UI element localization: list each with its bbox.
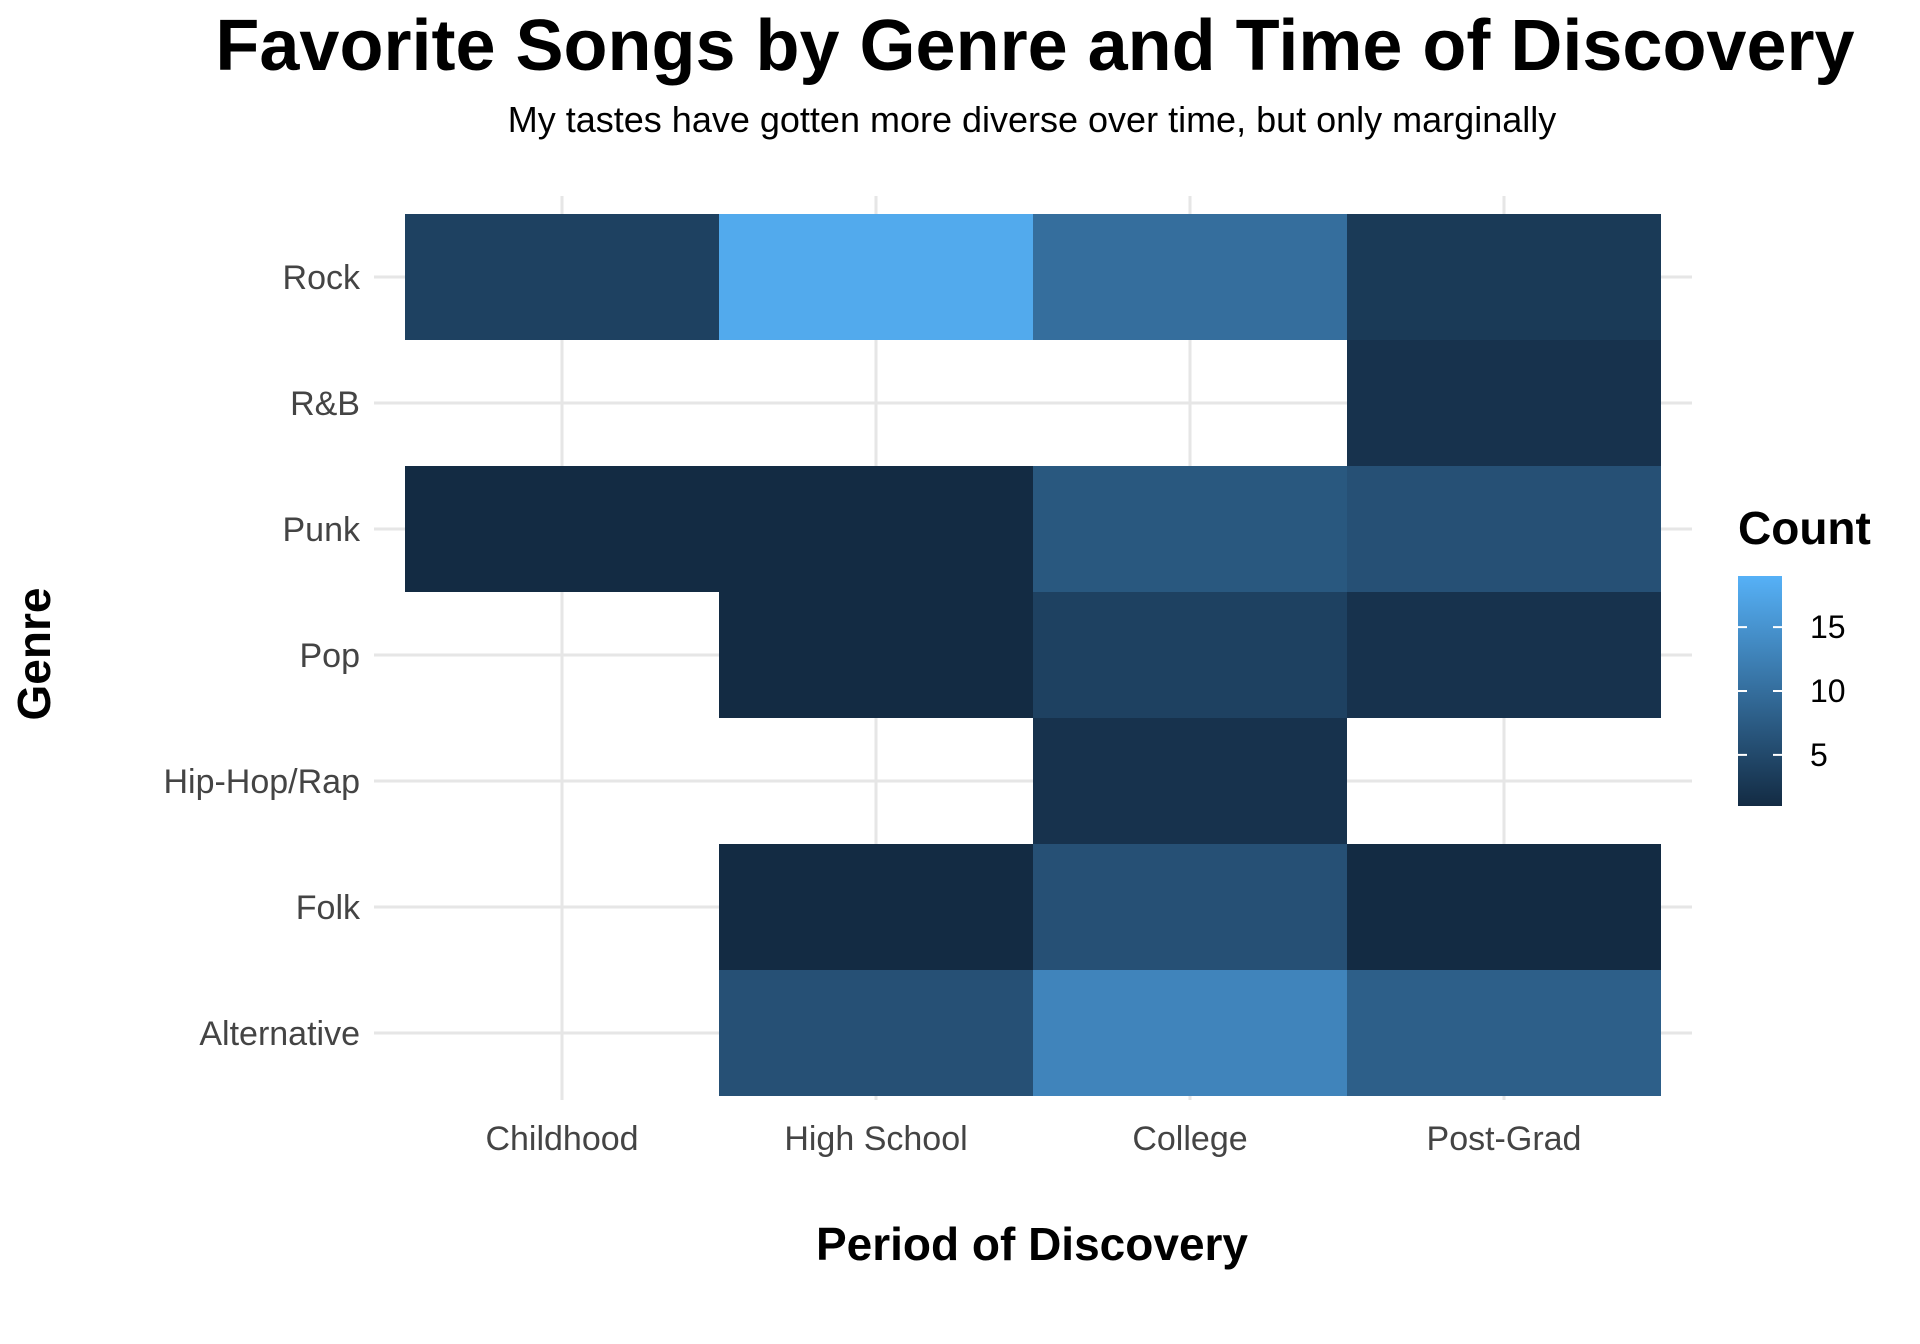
legend-tick-label: 10 [1810,673,1846,709]
heatmap-cell [1033,592,1347,718]
heatmap-cell [1033,214,1347,340]
y-tick-label: R&B [290,385,360,423]
chart-title: Favorite Songs by Genre and Time of Disc… [215,6,1854,86]
legend-tick-label: 5 [1810,737,1828,773]
heatmap-cell [1033,718,1347,844]
heatmap-cell [719,214,1033,340]
heatmap-cell [405,214,719,340]
heatmap-cell [719,466,1033,592]
x-tick-label: Childhood [485,1120,638,1158]
x-axis-ticks: Childhood High School College Post-Grad [485,1120,1581,1158]
heatmap-cell [1347,844,1661,970]
heatmap-cell [1347,466,1661,592]
color-legend: Count 5 10 15 [1738,502,1871,806]
y-tick-label: Alternative [199,1015,360,1053]
legend-ticks: 5 10 15 [1738,609,1846,773]
x-tick-label: College [1132,1120,1247,1158]
legend-tick-label: 15 [1810,609,1846,645]
legend-title: Count [1738,502,1871,554]
y-axis-ticks: Alternative Folk Hip-Hop/Rap Pop Punk R&B Rock [163,259,361,1053]
x-tick-label: Post-Grad [1427,1120,1582,1158]
y-tick-label: Rock [283,259,361,297]
heatmap-cell [1347,214,1661,340]
y-axis-title: Genre [8,588,60,721]
heatmap-cell [719,970,1033,1096]
y-tick-label: Pop [300,637,361,675]
x-tick-label: High School [784,1120,967,1158]
heatmap-cell [719,592,1033,718]
heatmap-cell [1347,970,1661,1096]
heatmap-cell [719,844,1033,970]
heatmap-cells [405,214,1661,1096]
y-tick-label: Folk [296,889,361,927]
y-tick-label: Hip-Hop/Rap [163,763,360,801]
heatmap-cell [1347,340,1661,466]
x-axis-title: Period of Discovery [816,1218,1248,1270]
chart-subtitle: My tastes have gotten more diverse over … [508,99,1556,140]
heatmap-cell [405,466,719,592]
heatmap-cell [1347,592,1661,718]
heatmap-cell [1033,970,1347,1096]
heatmap-cell [1033,844,1347,970]
heatmap-cell [1033,466,1347,592]
y-tick-label: Punk [283,511,361,549]
